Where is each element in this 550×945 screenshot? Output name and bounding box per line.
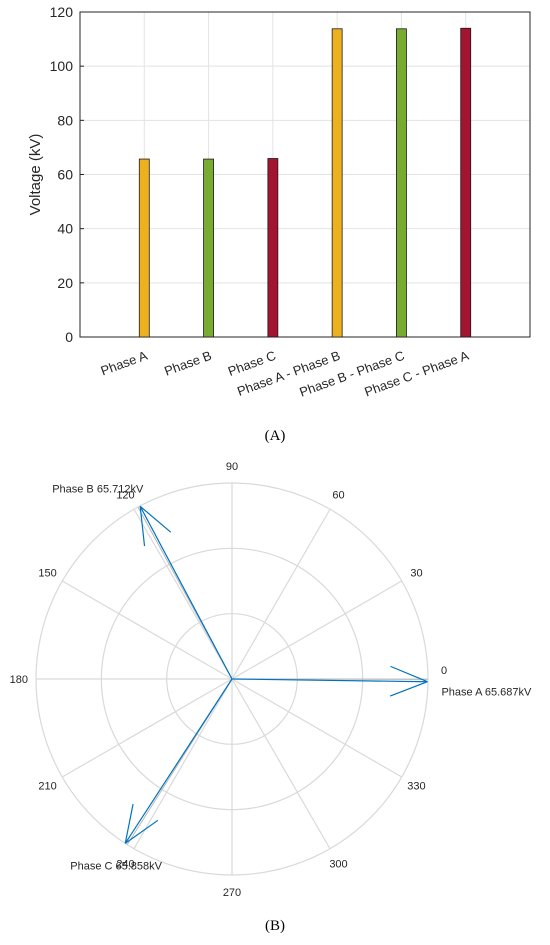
y-tick-label: 40	[57, 221, 73, 237]
x-tick-label: Phase B	[162, 348, 213, 379]
phasor-line	[139, 506, 233, 680]
bar	[331, 28, 343, 338]
y-tick-label: 120	[50, 4, 74, 20]
y-tick-label: 20	[57, 275, 73, 291]
angle-tick-label: 90	[226, 461, 238, 473]
panel-b-caption: (B)	[265, 918, 285, 934]
panel-a-caption: (A)	[265, 428, 286, 444]
bar	[138, 158, 150, 338]
y-tick-labels: 0 20 40 60 80 100 120	[50, 4, 74, 345]
phasor-arrowhead	[389, 681, 428, 697]
phasor-arrowhead	[139, 506, 146, 547]
phasor-arrowhead	[124, 819, 159, 844]
phasor-arrowhead	[390, 665, 428, 683]
bars	[138, 27, 472, 338]
angle-tick-label: 60	[332, 490, 344, 502]
phasor-vectors	[124, 505, 428, 845]
angle-tick-label: 0	[441, 665, 447, 677]
angle-tick-label: 30	[410, 568, 422, 580]
phasor-label: Phase C 65.858kV	[70, 860, 162, 872]
y-tick-label: 80	[57, 112, 73, 128]
angle-tick-label: 180	[10, 674, 28, 686]
y-tick-label: 100	[50, 58, 74, 74]
phasor-labels: Phase A 65.687kV Phase B 65.712kV Phase C …	[52, 483, 532, 872]
angle-tick-label: 270	[223, 887, 241, 899]
y-tick-label: 60	[57, 167, 73, 183]
phasor-arrowhead	[124, 804, 134, 844]
angle-tick-labels: 0 30 60 90 120 150 180 210 240 270 300 330	[10, 461, 447, 899]
bar	[203, 158, 214, 338]
angle-tick-label: 240	[116, 858, 134, 870]
phasor-line	[231, 678, 428, 683]
phasor-line	[124, 678, 233, 844]
bar	[460, 27, 472, 338]
bar	[267, 158, 279, 338]
angle-tick-label: 120	[116, 490, 134, 502]
phasor-label: Phase B 65.712kV	[52, 483, 144, 495]
x-tick-label: Phase A	[99, 348, 150, 379]
angle-tick-label: 210	[38, 781, 56, 793]
phasor-arrowhead	[139, 505, 172, 533]
phasor-label: Phase A 65.687kV	[441, 687, 532, 699]
y-axis-label: Voltage (kV)	[27, 134, 44, 216]
bar-plot-box	[79, 11, 531, 338]
angle-tick-label: 330	[407, 781, 425, 793]
polar-chart: 0 30 60 90 120 150 180 210 240 270 300 330 Phase A …	[10, 461, 532, 934]
angle-tick-label: 150	[38, 568, 56, 580]
angle-tick-label: 300	[329, 858, 347, 870]
bar	[396, 28, 407, 338]
y-tick-label: 0	[65, 329, 73, 345]
